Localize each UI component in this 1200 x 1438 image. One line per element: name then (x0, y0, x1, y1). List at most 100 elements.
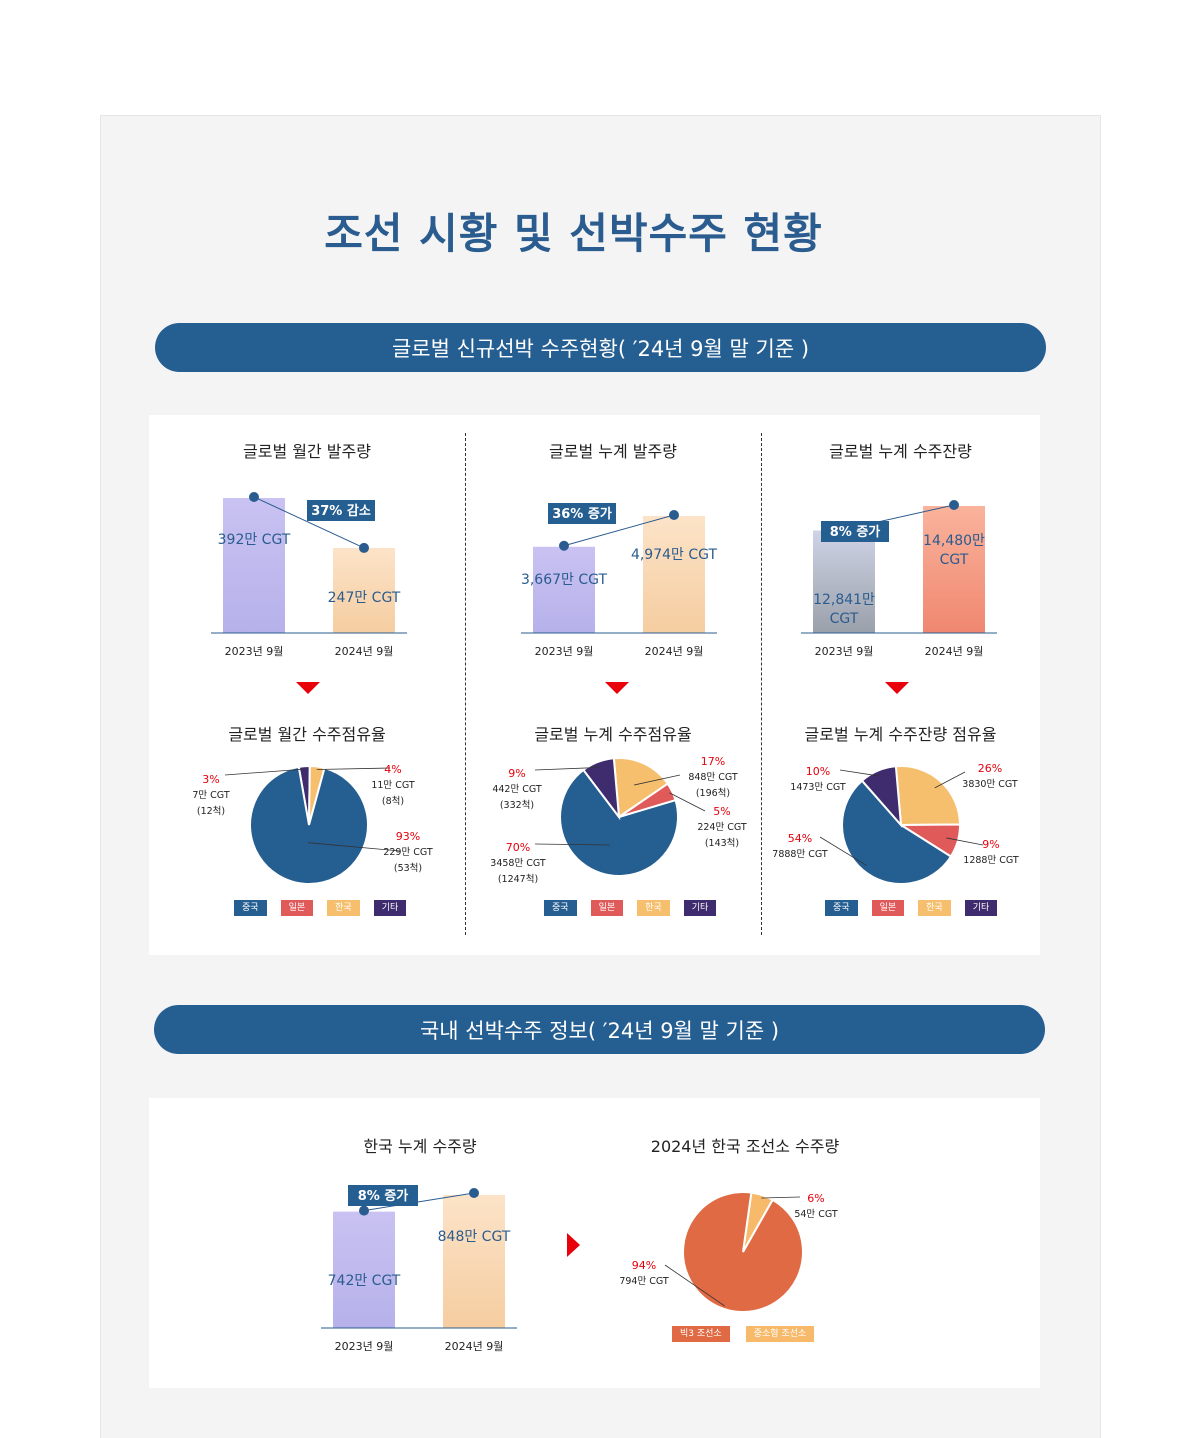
section-banner-global: 글로벌 신규선박 수주현황( ′24년 9월 말 기준 ) (155, 323, 1046, 372)
leader-line (946, 837, 984, 846)
trend-point (559, 540, 569, 551)
change-badge-label: 8% 증가 (830, 525, 881, 540)
legend-mid: 중소형 조선소 (745, 1326, 815, 1342)
leader-line (819, 836, 867, 866)
pie-slice (249, 765, 369, 885)
pie-slice (860, 765, 903, 828)
right-arrow-icon (567, 1233, 580, 1257)
slice-value: 229만 CGT (383, 847, 433, 858)
slice-ships: (196척) (696, 788, 730, 799)
chart-title: 글로벌 월간 발주량 (243, 442, 371, 461)
legend-korea: 한국 (327, 900, 360, 916)
x-tick-label: 2024년 9월 (645, 645, 704, 658)
slice-ships: (1247척) (498, 874, 538, 885)
bar (333, 1211, 395, 1328)
trend-point (249, 492, 259, 502)
pie-slice (841, 779, 953, 885)
leader-line (761, 1196, 801, 1199)
trend-line (563, 514, 675, 547)
data-label: 14,480만 (923, 533, 985, 549)
bar-chart-orderbook: 2023년 9월 2024년 9월 12,841만 CGT 14,480만 CGT 8% 증… (801, 500, 997, 658)
leader-line (634, 774, 681, 786)
change-badge (548, 503, 616, 524)
slice-value: 442만 CGT (492, 784, 542, 795)
data-label: 4,974만 CGT (631, 547, 718, 563)
bar (923, 506, 985, 633)
bar (223, 498, 285, 633)
slice-percent: 94% (632, 1259, 656, 1272)
change-badge (307, 500, 375, 521)
down-arrow-icon (605, 682, 629, 694)
slice-value: 11만 CGT (371, 780, 415, 791)
bar-chart-monthly-orders: 2023년 9월 2024년 9월 392만 CGT 247만 CGT 37% 감소 (211, 492, 407, 658)
data-label: 247만 CGT (328, 590, 401, 606)
trend-point (469, 1188, 479, 1198)
slice-value: 7888만 CGT (772, 849, 828, 860)
trend-line (363, 1192, 475, 1212)
slice-percent: 6% (807, 1192, 824, 1205)
pie-chart-monthly-share: 3% 7만 CGT (12척) 4% 11만 CGT (8척) 93% 229만 CGT (53… (192, 763, 433, 885)
legend-japan: 일본 (280, 900, 314, 916)
data-label: CGT (830, 611, 859, 627)
bar-chart-cumulative-orders: 2023년 9월 2024년 9월 3,667만 CGT 4,974만 CGT 36% … (521, 503, 718, 658)
change-badge-label: 37% 감소 (311, 504, 371, 519)
chart-title: 글로벌 월간 수주점유율 (228, 725, 386, 744)
bar (813, 530, 875, 633)
domestic-charts-box (149, 1098, 1040, 1388)
data-label: 3,667만 CGT (521, 572, 608, 588)
pie-slice (612, 757, 670, 819)
legend-other: 기타 (964, 900, 998, 916)
legend: 중국 일본 한국 기타 (234, 900, 407, 916)
legend: 빅3 조선소 중소형 조선소 (672, 1326, 815, 1342)
chart-title: 글로벌 누계 발주량 (549, 442, 677, 461)
change-badge (821, 521, 889, 542)
slice-value: 848만 CGT (688, 772, 738, 783)
slice-percent: 5% (713, 805, 730, 818)
bar (443, 1195, 505, 1328)
chart-title: 2024년 한국 조선소 수주량 (650, 1137, 840, 1156)
slice-ships: (143척) (705, 838, 739, 849)
chart-title: 글로벌 누계 수주잔량 (829, 442, 972, 461)
pie-chart-cumulative-share: 9% 442만 CGT (332척) 17% 848만 CGT (196척) 5% 224만 … (490, 755, 747, 885)
leader-line (934, 771, 966, 789)
slice-percent: 4% (384, 763, 401, 776)
pie-slice (559, 768, 679, 877)
legend-other: 기타 (683, 900, 717, 916)
data-label: 12,841만 (813, 592, 875, 608)
pie-slice (582, 757, 621, 821)
leader-line (224, 768, 305, 776)
bar-chart-korea-orders: 2023년 9월 2024년 9월 742만 CGT 848만 CGT 8% 증가 (321, 1185, 517, 1353)
slice-percent: 26% (978, 762, 1002, 775)
pie-chart-orderbook-share: 10% 1473만 CGT 26% 3830만 CGT 9% 1288만 CGT 54% 78… (772, 762, 1019, 885)
trend-point (359, 542, 369, 553)
section-banner-domestic: 국내 선박수주 정보( ′24년 9월 말 기준 ) (154, 1005, 1045, 1054)
slice-value: 1473만 CGT (790, 782, 846, 793)
legend-china: 중국 (544, 900, 577, 916)
chart-title: 글로벌 누계 수주점유율 (534, 725, 692, 744)
down-arrow-icon (885, 682, 909, 694)
legend-big3: 빅3 조선소 (672, 1326, 730, 1342)
down-arrow-icon (296, 682, 320, 694)
x-tick-label: 2024년 9월 (925, 645, 984, 658)
slice-percent: 17% (701, 755, 725, 768)
slice-percent: 70% (506, 841, 530, 854)
slice-value: 794만 CGT (619, 1276, 669, 1287)
legend-japan: 일본 (871, 900, 905, 916)
slice-percent: 10% (806, 765, 830, 778)
section-banner-domestic-text: 국내 선박수주 정보( ′24년 9월 말 기준 ) (419, 1018, 780, 1043)
slice-ships: (53척) (394, 863, 422, 874)
pie-slice (682, 1191, 804, 1313)
page-title: 조선 시황 및 선박수주 현황 (324, 209, 823, 258)
x-tick-label: 2023년 9월 (225, 645, 284, 658)
change-badge-label: 36% 증가 (552, 507, 612, 522)
slice-value: 54만 CGT (794, 1209, 838, 1220)
legend-japan: 일본 (590, 900, 624, 916)
leader-line (839, 769, 881, 777)
x-tick-label: 2023년 9월 (335, 1340, 394, 1353)
slice-percent: 9% (982, 838, 999, 851)
slice-percent: 3% (202, 773, 219, 786)
legend-other: 기타 (373, 900, 407, 916)
bar (533, 546, 595, 633)
leader-line (316, 767, 391, 770)
x-tick-label: 2023년 9월 (815, 645, 874, 658)
